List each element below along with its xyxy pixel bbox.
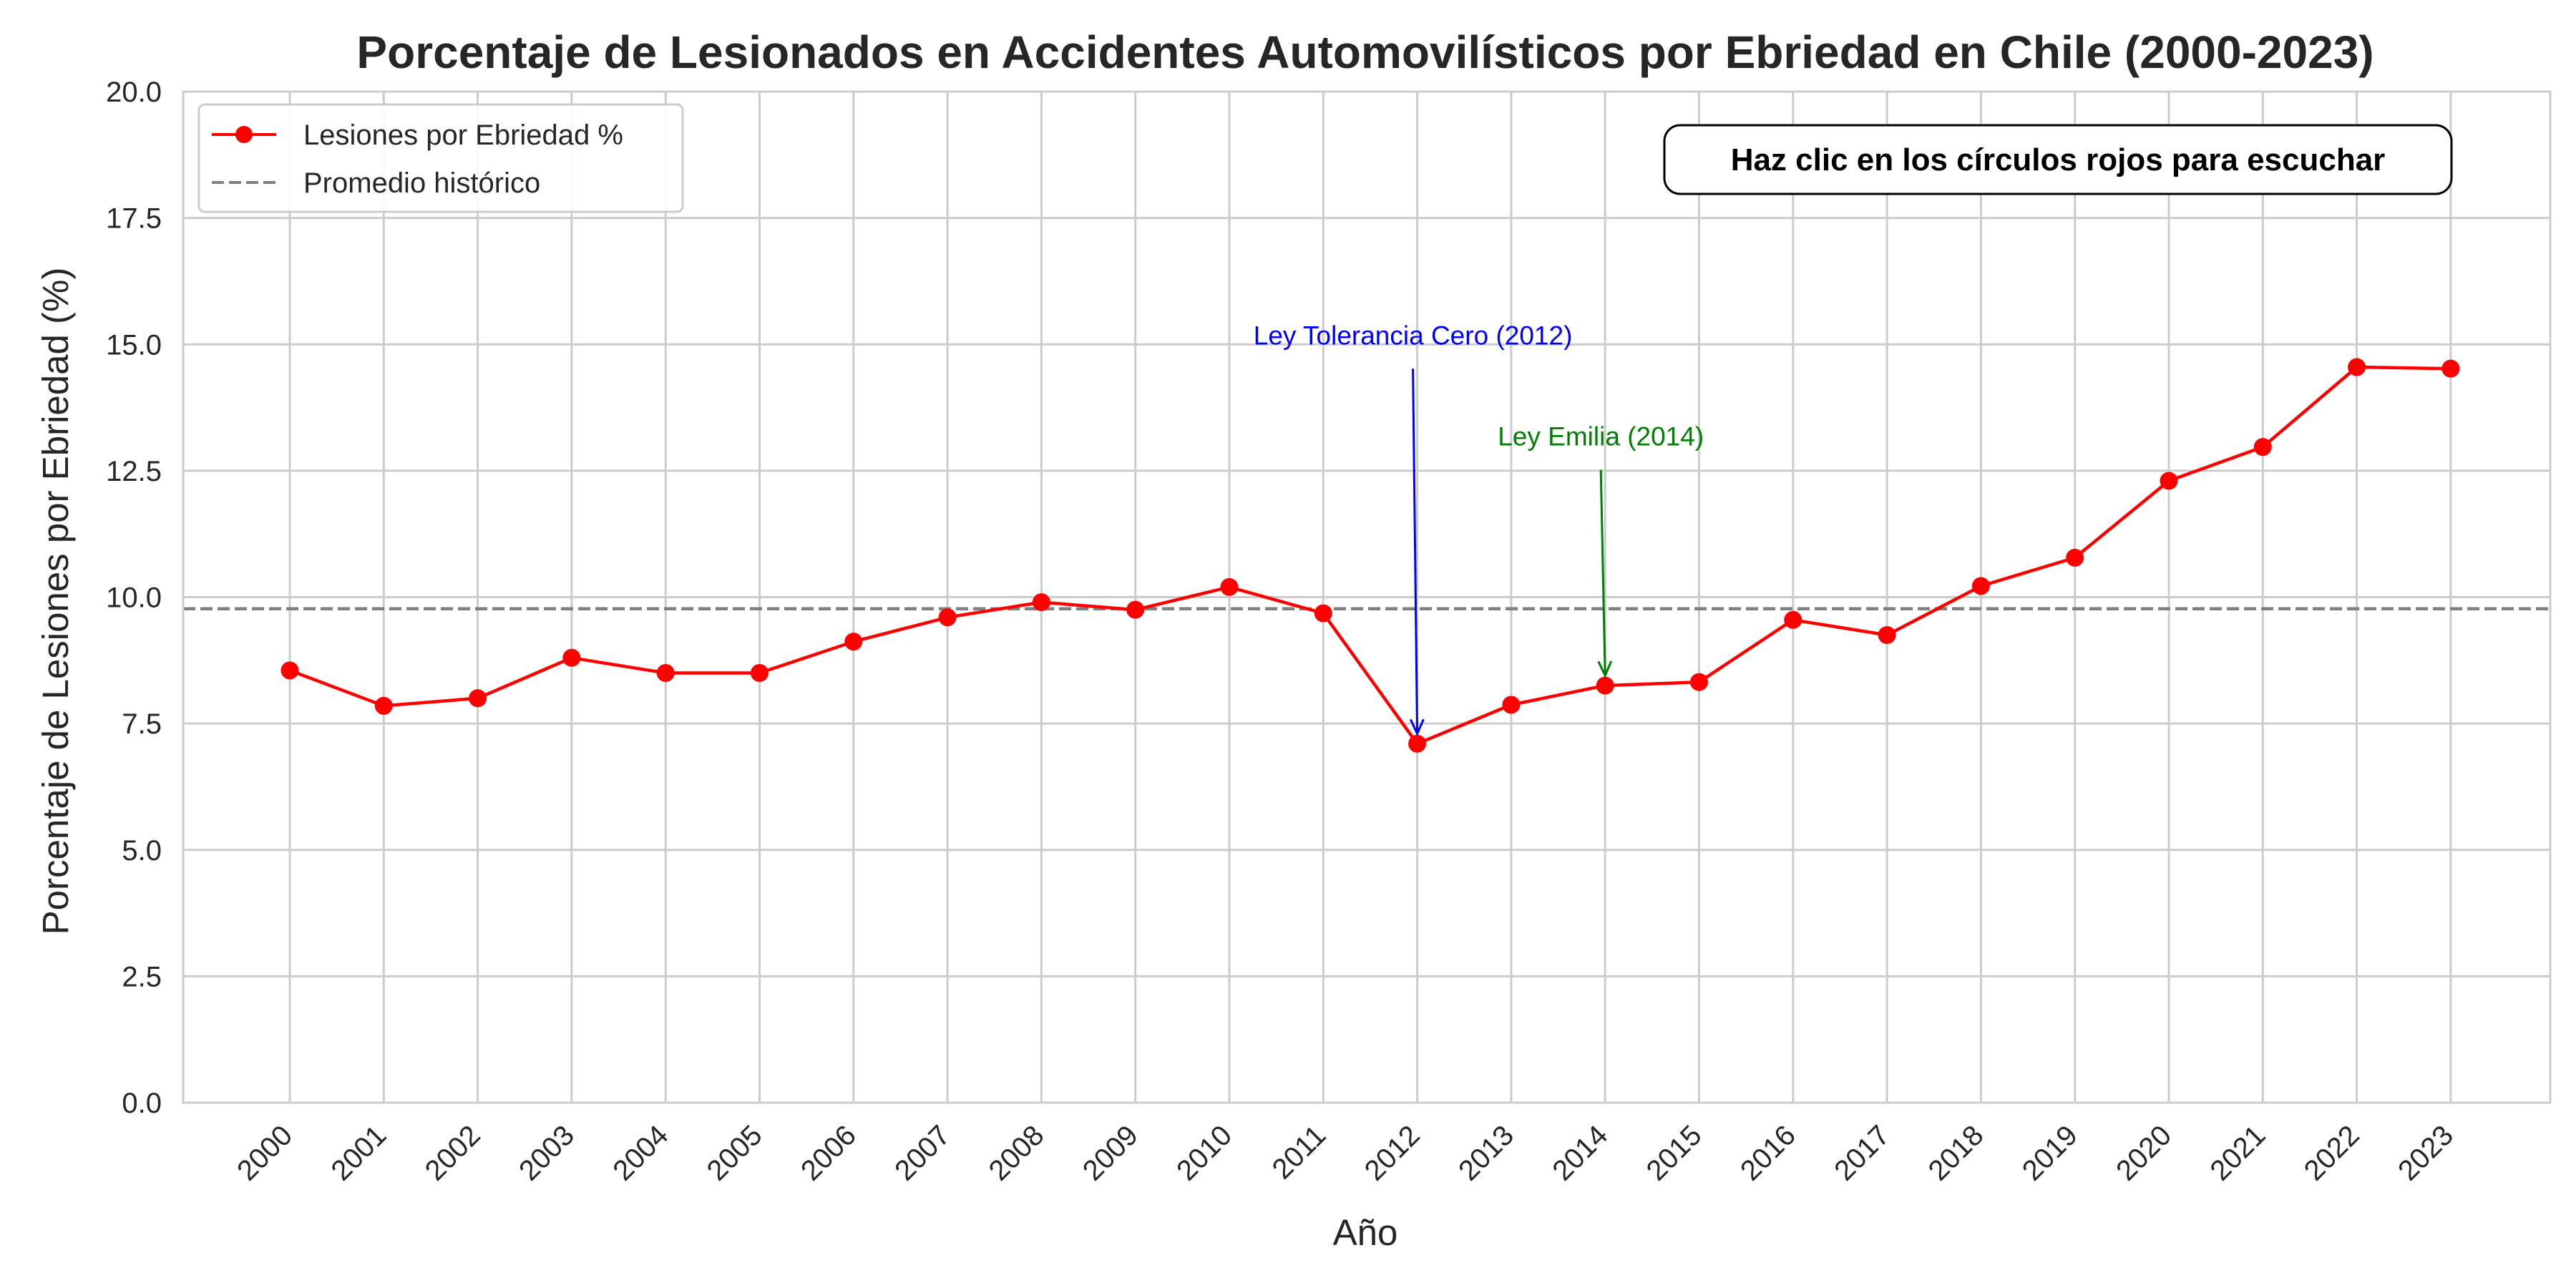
annotation-arrow-head	[1597, 660, 1613, 678]
data-point	[374, 696, 393, 715]
annotations-group: Ley Tolerancia Cero (2012) Ley Emilia (20…	[1254, 321, 1704, 737]
data-point	[1596, 676, 1614, 695]
annotation-arrow-head	[1410, 718, 1425, 737]
annotation-arrow-shaft	[1599, 469, 1606, 676]
y-tick-label: 12.5	[106, 456, 162, 487]
axes	[182, 90, 2552, 1104]
y-tick-label: 5.0	[122, 835, 162, 867]
data-point	[1408, 734, 1427, 753]
data-point	[2441, 359, 2460, 378]
y-tick-label: 20.0	[106, 77, 162, 108]
data-point	[2160, 472, 2178, 490]
data-point	[2066, 548, 2084, 567]
data-point	[280, 661, 299, 680]
data-point	[1690, 673, 1708, 691]
y-axis-label: Porcentaje de Lesiones por Ebriedad (%)	[35, 268, 76, 935]
data-point	[469, 689, 487, 708]
instruction-note-box	[1663, 124, 2453, 195]
data-point	[2253, 438, 2272, 457]
data-point	[656, 663, 675, 682]
chart-title: Porcentaje de Lesionados en Accidentes A…	[356, 26, 2373, 78]
y-tick-label: 2.5	[122, 961, 162, 992]
legend-average-label: Promedio histórico	[303, 167, 540, 199]
data-point	[1784, 610, 1802, 629]
data-point	[751, 663, 769, 682]
data-point	[938, 608, 957, 627]
data-point	[2348, 358, 2366, 376]
y-tick-label: 10.0	[106, 582, 162, 614]
data-point	[562, 648, 581, 667]
y-tick-label: 0.0	[122, 1088, 162, 1119]
data-point	[1502, 696, 1521, 714]
legend-series-marker	[235, 126, 253, 143]
y-tick-label: 7.5	[122, 708, 162, 740]
data-point	[844, 633, 863, 651]
legend-series-label: Lesiones por Ebriedad %	[303, 119, 623, 151]
annotation-label: Ley Tolerancia Cero (2012)	[1254, 321, 1573, 350]
data-point	[1314, 604, 1332, 623]
annotation-label: Ley Emilia (2014)	[1498, 422, 1704, 452]
data-point	[1878, 625, 1896, 644]
x-axis-label: Año	[1333, 1212, 1398, 1253]
y-tick-label: 17.5	[106, 203, 162, 235]
series-group	[280, 358, 2460, 753]
data-point	[1032, 593, 1050, 612]
plot-frame	[182, 90, 2552, 1104]
legend: Lesiones por Ebriedad % Promedio históri…	[197, 103, 684, 213]
legend-box	[197, 103, 684, 213]
annotation-arrow-shaft	[1412, 369, 1419, 734]
data-point	[1971, 577, 1990, 595]
data-point	[1126, 600, 1145, 619]
instruction-note-text: Haz clic en los círculos rojos para escu…	[1731, 142, 2386, 177]
data-point	[1220, 577, 1239, 596]
y-tick-label: 15.0	[106, 329, 162, 361]
series-line	[289, 365, 2451, 746]
instruction-note: Haz clic en los círculos rojos para escu…	[1663, 124, 2453, 195]
